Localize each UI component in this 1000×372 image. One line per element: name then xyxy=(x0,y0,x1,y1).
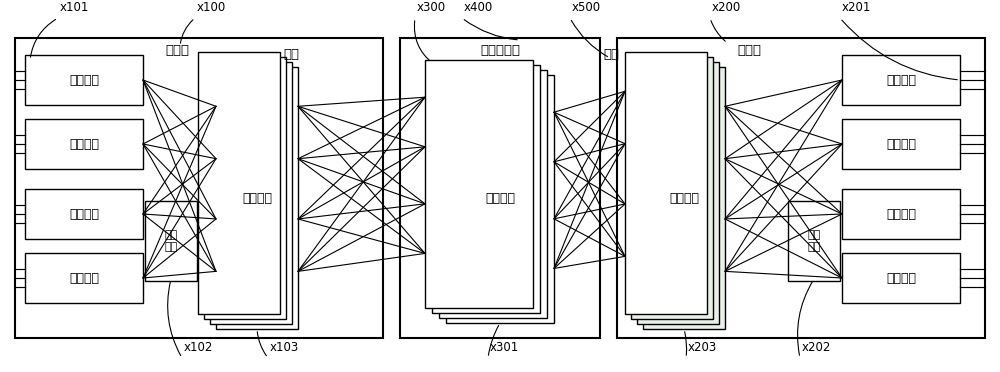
Text: 交换单元: 交换单元 xyxy=(242,192,272,205)
Bar xyxy=(625,52,707,314)
Bar xyxy=(25,253,143,303)
Text: x100: x100 xyxy=(197,1,226,14)
Text: 交换单元: 交换单元 xyxy=(669,192,699,205)
Text: 线卡框: 线卡框 xyxy=(737,44,761,57)
Bar xyxy=(15,38,383,338)
Bar xyxy=(25,55,143,105)
Text: x200: x200 xyxy=(712,1,741,14)
Bar xyxy=(145,201,197,281)
Bar xyxy=(788,201,840,281)
Bar xyxy=(432,65,540,313)
Text: 线卡单元: 线卡单元 xyxy=(886,74,916,87)
Bar xyxy=(204,57,286,319)
Bar xyxy=(25,119,143,169)
Text: 背板
单元: 背板 单元 xyxy=(164,230,178,252)
Text: 线卡单元: 线卡单元 xyxy=(886,272,916,285)
Text: 线卡单元: 线卡单元 xyxy=(886,138,916,151)
Bar xyxy=(643,67,725,329)
Bar xyxy=(439,70,547,318)
Text: x301: x301 xyxy=(490,341,519,354)
Bar xyxy=(631,57,713,319)
Text: x101: x101 xyxy=(60,1,89,14)
Bar xyxy=(210,62,292,324)
Text: x300: x300 xyxy=(417,1,446,14)
Text: 线卡单元: 线卡单元 xyxy=(69,272,99,285)
Text: x400: x400 xyxy=(464,1,493,14)
Text: x203: x203 xyxy=(688,341,717,354)
Text: 线卡单元: 线卡单元 xyxy=(69,208,99,221)
Bar xyxy=(400,38,600,338)
Bar xyxy=(216,67,298,329)
Text: 背板
单元: 背板 单元 xyxy=(807,230,821,252)
Text: 线卡单元: 线卡单元 xyxy=(69,74,99,87)
Bar xyxy=(842,119,960,169)
Bar xyxy=(842,189,960,239)
Bar xyxy=(637,62,719,324)
Text: 交换单元: 交换单元 xyxy=(485,192,515,205)
Bar xyxy=(617,38,985,338)
Text: 光纤: 光纤 xyxy=(283,48,299,61)
Text: 线卡框: 线卡框 xyxy=(165,44,189,57)
Text: x103: x103 xyxy=(270,341,299,354)
Text: 光纤: 光纤 xyxy=(603,48,619,61)
Text: x202: x202 xyxy=(802,341,831,354)
Bar xyxy=(446,75,554,323)
Bar xyxy=(842,253,960,303)
Text: 中央交换框: 中央交换框 xyxy=(480,44,520,57)
Bar xyxy=(198,52,280,314)
Text: 线卡单元: 线卡单元 xyxy=(69,138,99,151)
Text: 线卡单元: 线卡单元 xyxy=(886,208,916,221)
Bar xyxy=(425,60,533,308)
Text: x500: x500 xyxy=(572,1,601,14)
Bar xyxy=(25,189,143,239)
Text: x201: x201 xyxy=(842,1,871,14)
Bar xyxy=(842,55,960,105)
Text: x102: x102 xyxy=(184,341,213,354)
